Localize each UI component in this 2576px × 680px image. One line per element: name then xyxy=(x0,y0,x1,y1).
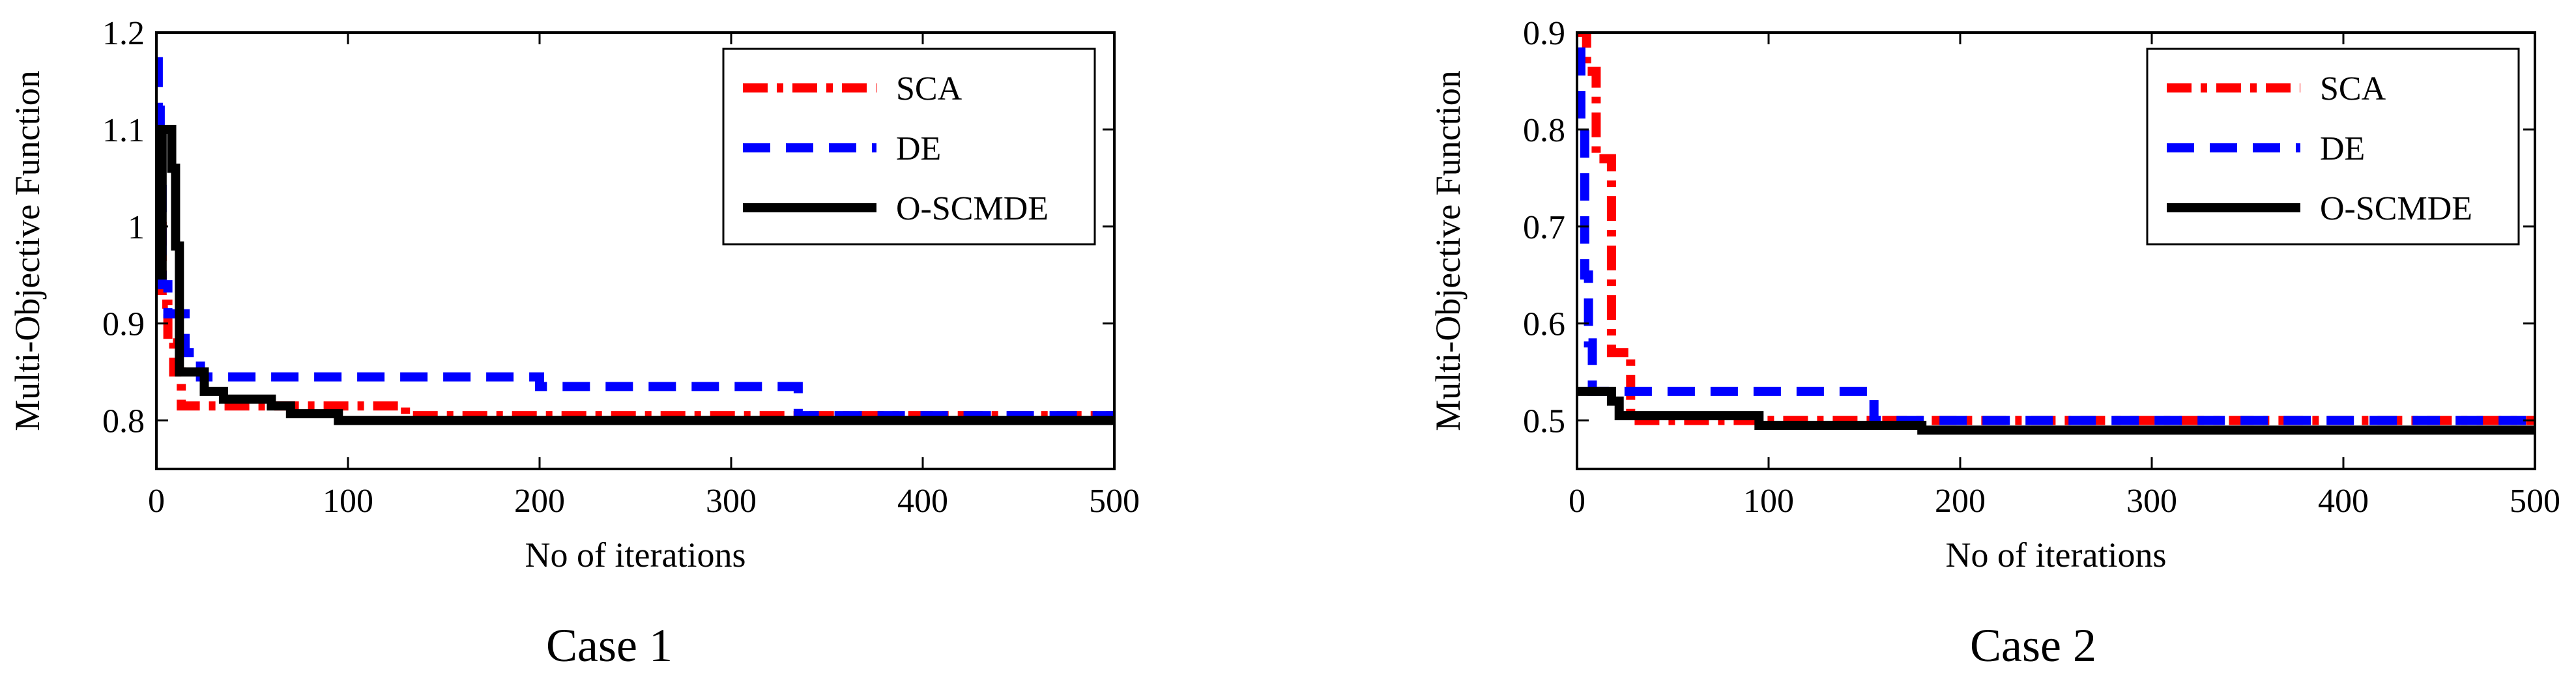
series-line-sca xyxy=(1577,33,2535,425)
legend-label-o-scmde: O-SCMDE xyxy=(896,190,1049,227)
x-tick-label: 100 xyxy=(323,483,373,520)
chart-title: Case 2 xyxy=(1970,619,2096,672)
chart-panel-1: 0 100 200 300 400 500 0.8 0.9 1 1.1 1.2 No of itera… xyxy=(8,15,1140,672)
chart-panel-2: 0 100 200 300 400 500 0.5 0.6 0.7 0.8 0.9 No of ite… xyxy=(1428,15,2560,672)
x-tick-label: 200 xyxy=(514,483,565,520)
y-tick-label: 0.9 xyxy=(102,306,145,343)
y-tick-label: 1.1 xyxy=(102,112,145,149)
y-tick-label: 0.7 xyxy=(1523,209,1565,246)
legend-label-de: DE xyxy=(896,130,941,167)
y-tick-label: 0.6 xyxy=(1523,306,1565,343)
y-tick-label: 1 xyxy=(128,209,145,246)
x-tick-label: 0 xyxy=(148,483,165,520)
x-tick-label: 400 xyxy=(2318,483,2369,520)
legend-label-de: DE xyxy=(2320,130,2365,167)
axes-frame xyxy=(1576,31,2536,470)
x-tick-label: 0 xyxy=(1569,483,1585,520)
x-tick-label: 100 xyxy=(1743,483,1794,520)
x-tick-label: 300 xyxy=(2126,483,2177,520)
axes-frame xyxy=(155,31,1116,470)
series-line-de xyxy=(1577,47,2535,425)
chart-title: Case 1 xyxy=(546,619,673,672)
x-axis-label: No of iterations xyxy=(525,535,746,574)
x-axis-label: No of iterations xyxy=(1946,535,2167,574)
legend-label-o-scmde: O-SCMDE xyxy=(2320,190,2472,227)
x-tick-label: 400 xyxy=(897,483,948,520)
x-tick-label: 300 xyxy=(706,483,757,520)
y-tick-label: 1.2 xyxy=(102,15,145,52)
y-axis-label: Multi-Objective Function xyxy=(8,70,47,431)
series-line-o-scmde xyxy=(1577,386,2535,435)
legend-label-sca: SCA xyxy=(896,70,962,107)
x-tick-label: 500 xyxy=(2510,483,2560,520)
y-tick-label: 0.9 xyxy=(1523,15,1565,52)
y-axis-label: Multi-Objective Function xyxy=(1428,70,1468,431)
series-line-o-scmde xyxy=(156,124,1114,425)
x-tick-label: 200 xyxy=(1935,483,1986,520)
y-tick-label: 0.8 xyxy=(1523,112,1565,149)
y-tick-label: 0.8 xyxy=(102,403,145,440)
legend-label-sca: SCA xyxy=(2320,70,2386,107)
y-tick-label: 0.5 xyxy=(1523,403,1565,440)
series-line-sca xyxy=(156,221,1114,421)
x-tick-label: 500 xyxy=(1089,483,1140,520)
